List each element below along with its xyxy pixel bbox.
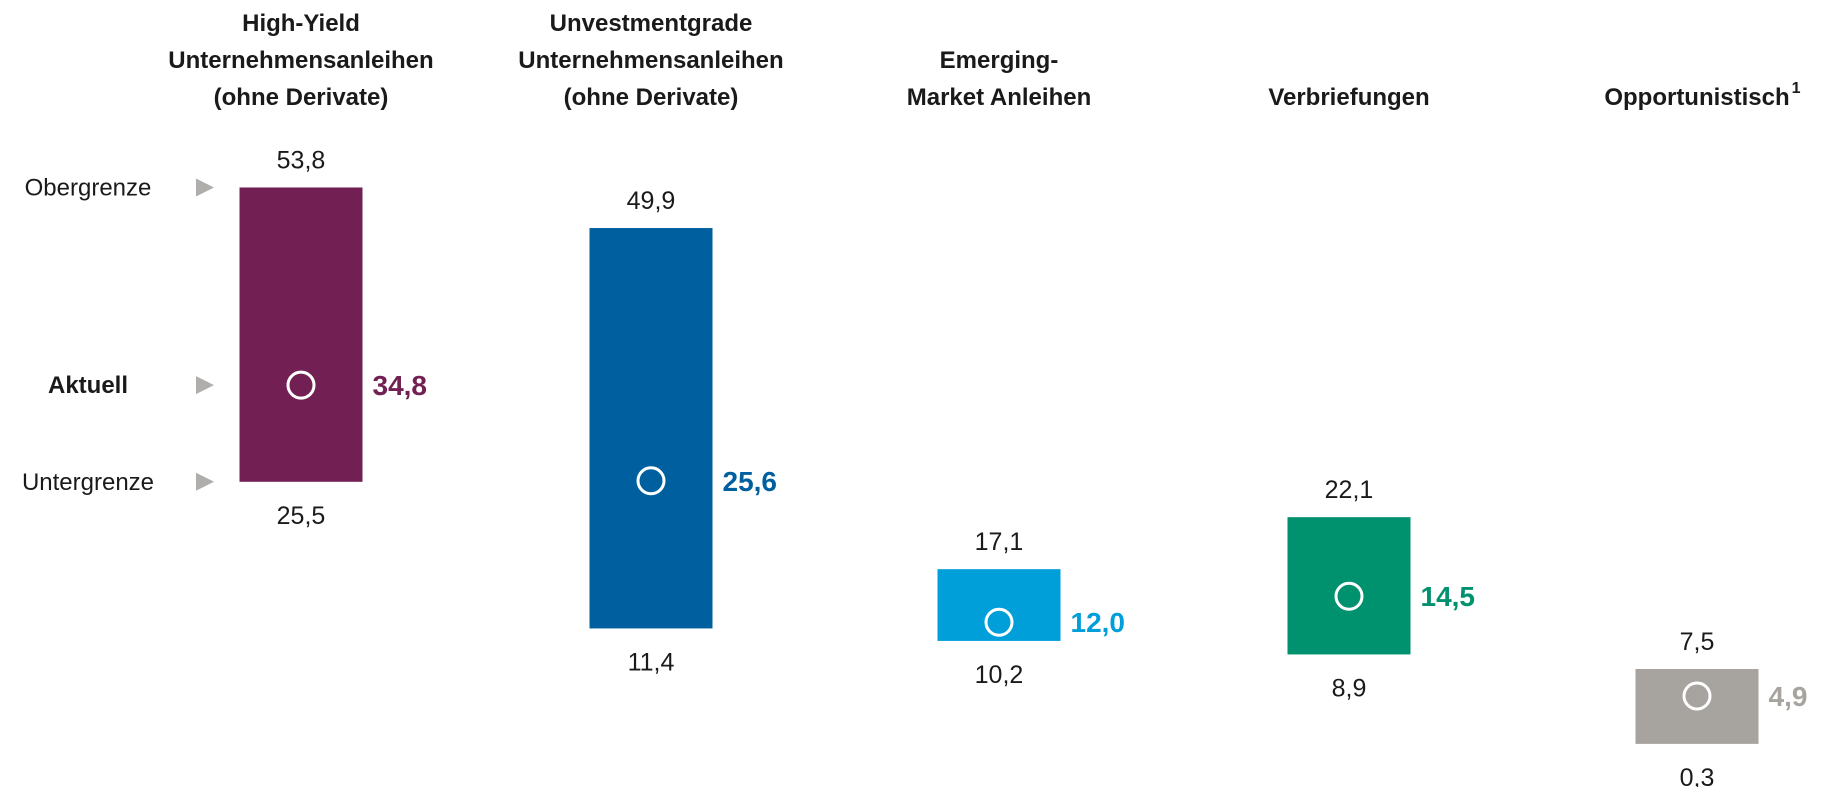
upper-label: 53,8: [277, 146, 326, 174]
lower-label: 25,5: [277, 502, 326, 530]
legend-arrow: [196, 178, 214, 197]
upper-label: 49,9: [627, 187, 676, 215]
range-bar: [1287, 517, 1411, 655]
legend-label: Untergrenze: [22, 469, 154, 496]
category-label: Unvestmentgrade Unternehmensanleihen (ohne…: [518, 10, 783, 111]
current-marker: [286, 370, 316, 400]
lower-label: 11,4: [628, 648, 675, 676]
range-bar: [937, 569, 1061, 641]
legend-label: Aktuell: [48, 372, 128, 399]
legend-arrow: [196, 376, 214, 395]
current-label: 4,9: [1769, 681, 1808, 712]
current-label: 12,0: [1071, 607, 1126, 638]
legend-label: Obergrenze: [25, 174, 152, 201]
legend-arrow: [196, 472, 214, 491]
lower-label: 10,2: [975, 661, 1024, 689]
category-label: Emerging-Market Anleihen: [907, 47, 1092, 111]
upper-label: 17,1: [975, 528, 1024, 556]
lower-label: 8,9: [1332, 674, 1367, 702]
category-label: Opportunistisch: [1604, 84, 1789, 111]
current-marker: [984, 607, 1014, 637]
current-label: 14,5: [1421, 581, 1476, 612]
upper-label: 7,5: [1680, 628, 1715, 656]
current-label: 25,6: [723, 466, 778, 497]
range-bar: [1635, 669, 1759, 744]
current-label: 34,8: [373, 370, 428, 401]
footnote-mark: 1: [1792, 80, 1801, 97]
current-marker: [1682, 681, 1712, 711]
category-label: High-Yield Unternehmensanleihen (ohne Deri…: [168, 10, 433, 111]
lower-label: 0,3: [1680, 764, 1715, 787]
current-marker: [1334, 581, 1364, 611]
range-bar: [239, 187, 363, 482]
category-label: Verbriefungen: [1268, 84, 1429, 111]
current-marker: [636, 466, 666, 496]
range-bar: [589, 228, 713, 629]
upper-label: 22,1: [1325, 476, 1374, 504]
